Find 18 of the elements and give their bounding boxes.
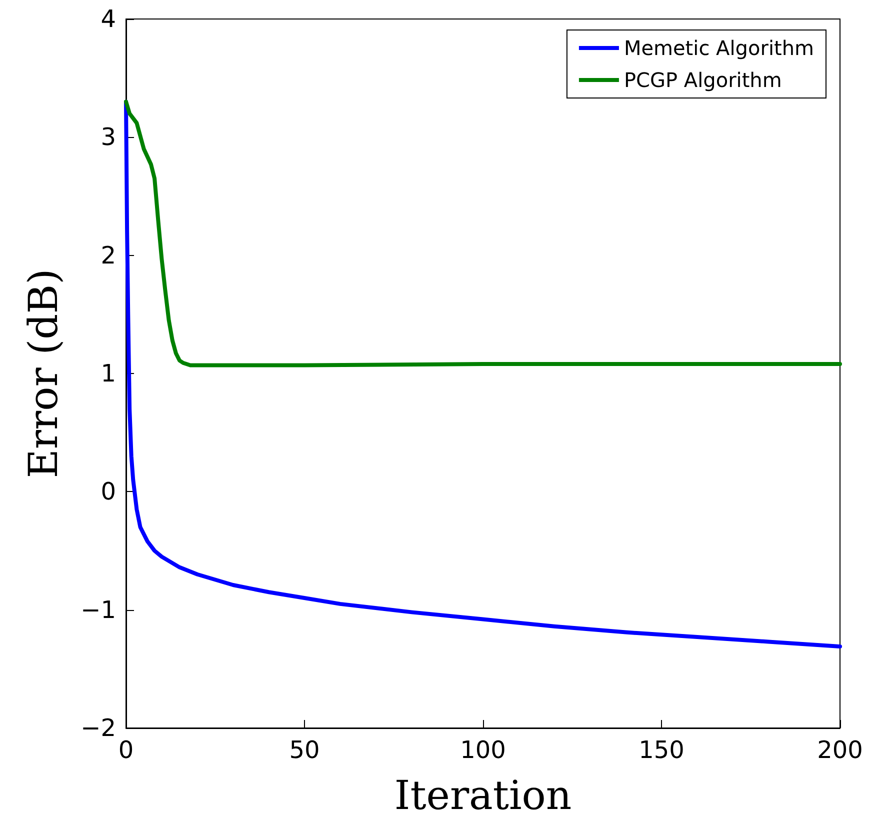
y-tick-label: 1	[100, 360, 116, 388]
y-tick-label: 2	[100, 241, 116, 270]
y-tick-label: 0	[100, 478, 116, 506]
y-tick-label: −2	[80, 714, 116, 742]
legend-label: Memetic Algorithm	[624, 36, 814, 60]
y-tick-label: −1	[80, 596, 116, 624]
y-tick-label: 3	[100, 123, 116, 152]
x-tick-label: 0	[118, 736, 134, 764]
y-axis-title: Error (dB)	[21, 268, 67, 478]
x-axis-title: Iteration	[394, 773, 572, 819]
y-tick-label: 4	[100, 5, 116, 33]
x-tick-label: 150	[638, 736, 684, 764]
legend-label: PCGP Algorithm	[624, 68, 782, 92]
line-series	[124, 100, 842, 368]
x-tick-label: 100	[460, 736, 506, 764]
line-series	[124, 100, 842, 648]
x-tick-label: 50	[289, 736, 320, 764]
x-tick-label: 200	[817, 736, 863, 764]
